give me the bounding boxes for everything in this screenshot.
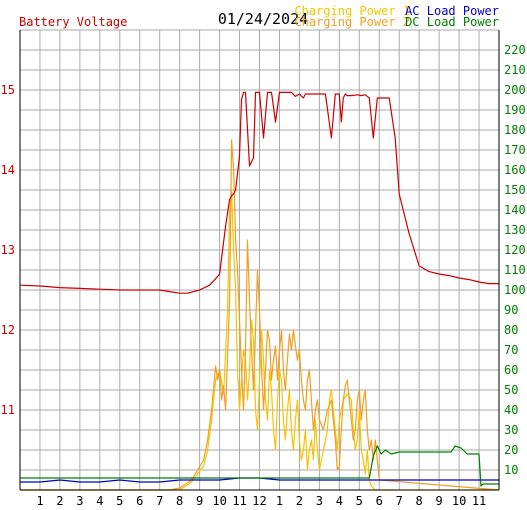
x-axis-tick-label: 11 xyxy=(472,494,486,508)
right-axis-tick-label: 110 xyxy=(504,263,526,277)
right-axis-tick-label: 30 xyxy=(504,423,518,437)
x-axis-tick-label: 9 xyxy=(196,494,203,508)
legend-charging-power-1: Charging Power 1 xyxy=(294,4,410,18)
x-axis-tick-label: 4 xyxy=(336,494,343,508)
legend-ac-load-power: AC Load Power xyxy=(405,4,499,18)
x-axis-tick-label: 8 xyxy=(416,494,423,508)
x-axis-tick-label: 9 xyxy=(436,494,443,508)
x-axis-tick-label: 4 xyxy=(96,494,103,508)
right-axis-tick-label: 130 xyxy=(504,223,526,237)
x-axis-tick-label: 1 xyxy=(276,494,283,508)
x-axis-tick-label: 10 xyxy=(212,494,226,508)
left-axis-tick-label: 12 xyxy=(1,323,15,337)
right-axis-tick-label: 40 xyxy=(504,403,518,417)
x-axis-tick-label: 6 xyxy=(376,494,383,508)
x-axis-tick-label: 2 xyxy=(56,494,63,508)
right-axis-tick-label: 220 xyxy=(504,43,526,57)
right-axis-tick-label: 20 xyxy=(504,443,518,457)
right-axis-tick-label: 140 xyxy=(504,203,526,217)
right-axis-tick-label: 170 xyxy=(504,143,526,157)
right-axis-tick-label: 90 xyxy=(504,303,518,317)
series-line-battery-voltage xyxy=(19,91,499,294)
right-axis-tick-label: 150 xyxy=(504,183,526,197)
x-axis-tick-label: 3 xyxy=(76,494,83,508)
series-line-charging-power-2 xyxy=(20,139,500,491)
left-axis-tick-label: 14 xyxy=(1,163,15,177)
x-axis-tick-label: 11 xyxy=(232,494,246,508)
right-axis-tick-label: 10 xyxy=(504,463,518,477)
series-group xyxy=(19,91,500,491)
right-axis-tick-label: 80 xyxy=(504,323,518,337)
right-axis-tick-label: 60 xyxy=(504,363,518,377)
left-axis-tick-label: 13 xyxy=(1,243,15,257)
tick-labels: 1112131415102030405060708090100110120130… xyxy=(1,43,526,508)
chart-title: 01/24/2024 xyxy=(218,10,308,28)
x-axis-tick-label: 6 xyxy=(136,494,143,508)
right-axis-tick-label: 50 xyxy=(504,383,518,397)
right-axis-tick-label: 70 xyxy=(504,343,518,357)
x-axis-tick-label: 3 xyxy=(316,494,323,508)
x-axis-tick-label: 12 xyxy=(252,494,266,508)
left-axis-label: Battery Voltage xyxy=(19,15,127,29)
x-axis-tick-label: 7 xyxy=(396,494,403,508)
right-axis-tick-label: 200 xyxy=(504,83,526,97)
series-line-dc-load-power xyxy=(20,445,499,487)
x-axis-tick-label: 8 xyxy=(176,494,183,508)
right-axis-tick-label: 100 xyxy=(504,283,526,297)
right-axis-tick-label: 160 xyxy=(504,163,526,177)
right-axis-tick-label: 180 xyxy=(504,123,526,137)
x-axis-tick-label: 2 xyxy=(296,494,303,508)
x-axis-tick-label: 5 xyxy=(356,494,363,508)
x-axis-tick-label: 1 xyxy=(36,494,43,508)
right-axis-tick-label: 120 xyxy=(504,243,526,257)
x-axis-tick-label: 5 xyxy=(116,494,123,508)
axes-group xyxy=(19,30,500,491)
legend-dc-load-power: DC Load Power xyxy=(405,15,499,29)
legend-charging-power-2: Charging Power 2 xyxy=(294,15,410,29)
right-axis-tick-label: 190 xyxy=(504,103,526,117)
x-axis-tick-label: 7 xyxy=(156,494,163,508)
left-axis-tick-label: 15 xyxy=(1,83,15,97)
right-axis-tick-label: 210 xyxy=(504,63,526,77)
x-axis-tick-label: 10 xyxy=(452,494,466,508)
left-axis-tick-label: 11 xyxy=(1,403,15,417)
